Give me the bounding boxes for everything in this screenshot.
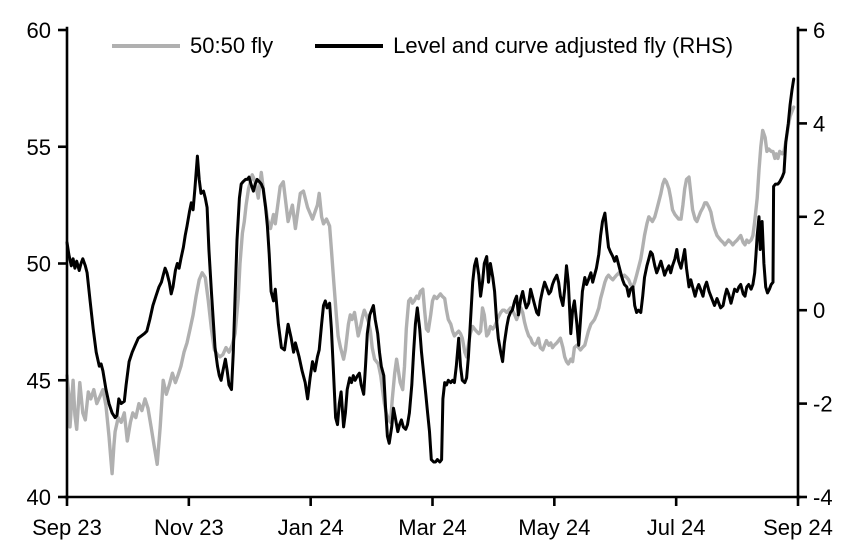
legend-line-swatch-gray [112,44,180,48]
x-axis-tick-label: Sep 24 [763,515,833,540]
right-axis-tick-label: -2 [813,392,833,417]
left-axis-tick-label: 45 [27,368,51,393]
right-axis-tick-label: 0 [813,298,825,323]
x-axis-tick-label: Jan 24 [278,515,344,540]
x-axis-tick-label: Nov 23 [154,515,224,540]
left-axis-tick-label: 40 [27,485,51,510]
left-axis-tick-label: 55 [27,135,51,160]
legend-label-level-curve-adjusted-fly: Level and curve adjusted fly (RHS) [393,33,734,58]
right-axis-tick-label: 4 [813,111,825,136]
legend-label-5050-fly: 50:50 fly [190,33,274,58]
series-line-level-curve-adjusted-fly [65,77,796,464]
x-axis-tick-label: Mar 24 [398,515,466,540]
right-axis-tick-label: -4 [813,485,833,510]
right-axis-tick-label: 6 [813,18,825,43]
series-line-5050-fly [65,105,796,476]
legend-item-level-curve-adjusted-fly: Level and curve adjusted fly (RHS) [315,33,733,59]
legend-line-swatch-black [315,43,384,49]
right-axis-tick-label: 2 [813,205,825,230]
legend: 50:50 fly Level and curve adjusted fly (… [112,33,733,59]
x-axis-tick-label: Jul 24 [647,515,706,540]
left-axis-tick-label: 60 [27,18,51,43]
x-axis-tick-label: Sep 23 [32,515,102,540]
left-axis-tick-label: 50 [27,252,51,277]
x-axis-tick-label: May 24 [518,515,590,540]
legend-item-5050-fly: 50:50 fly [112,33,273,59]
